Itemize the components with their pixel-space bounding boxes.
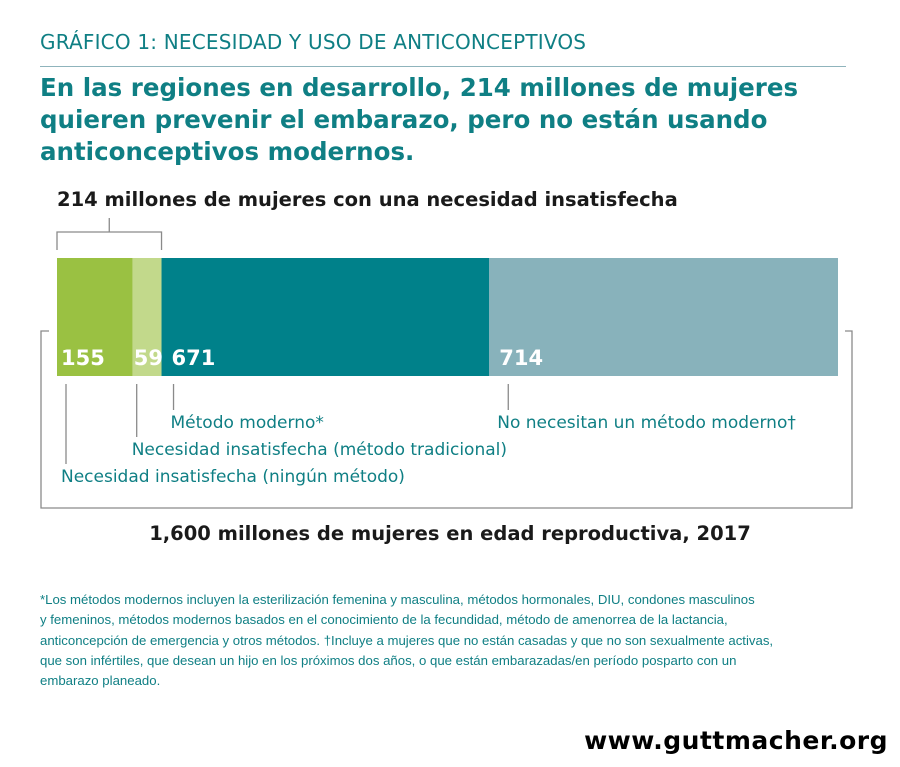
unmet-need-bracket-label: 214 millones de mujeres con una necesida… xyxy=(57,188,678,211)
footnote-line: embarazo planeado. xyxy=(40,673,161,689)
segment-labels: 155 59 671 714 xyxy=(61,346,543,370)
segment-value-label: 155 xyxy=(61,346,105,370)
total-bracket xyxy=(40,330,853,509)
leader-lines xyxy=(65,384,509,464)
footnote-line: que son infértiles, que desean un hijo e… xyxy=(40,652,737,668)
footnote-line: *Los métodos modernos incluyen la esteri… xyxy=(40,592,755,607)
chart-headline: En las regiones en desarrollo, 214 millo… xyxy=(40,73,799,166)
bar-segment-2 xyxy=(132,258,162,376)
bar-segment-4 xyxy=(489,258,838,376)
bar-segment-3 xyxy=(161,258,490,376)
category-labels: Necesidad insatisfecha (ningún método) Ne… xyxy=(61,413,796,487)
total-bracket-label: 1,600 millones de mujeres en edad reprod… xyxy=(149,522,751,545)
segment-value-label: 671 xyxy=(172,346,216,370)
footnote-line: anticoncepción de emergencia y otros mét… xyxy=(40,632,774,648)
footnote: *Los métodos modernos incluyen la esteri… xyxy=(40,590,830,691)
bar-segment-1 xyxy=(57,258,133,376)
chart-kicker: GRÁFICO 1: NECESIDAD Y USO DE ANTICONCEP… xyxy=(40,30,587,54)
bar-segments xyxy=(57,258,838,376)
source-url[interactable]: www.guttmacher.org xyxy=(584,726,888,755)
unmet-need-bracket xyxy=(56,231,163,250)
footnote-line: y femeninos, métodos modernos basados en… xyxy=(40,612,728,628)
brackets xyxy=(40,218,853,509)
segment-value-label: 714 xyxy=(499,346,543,370)
category-label: No necesitan un método moderno† xyxy=(497,413,796,433)
category-label: Método moderno* xyxy=(171,413,324,433)
category-label: Necesidad insatisfecha (método tradicion… xyxy=(132,440,507,460)
category-label: Necesidad insatisfecha (ningún método) xyxy=(61,467,405,487)
header-divider xyxy=(40,66,846,67)
segment-value-label: 59 xyxy=(134,346,163,370)
